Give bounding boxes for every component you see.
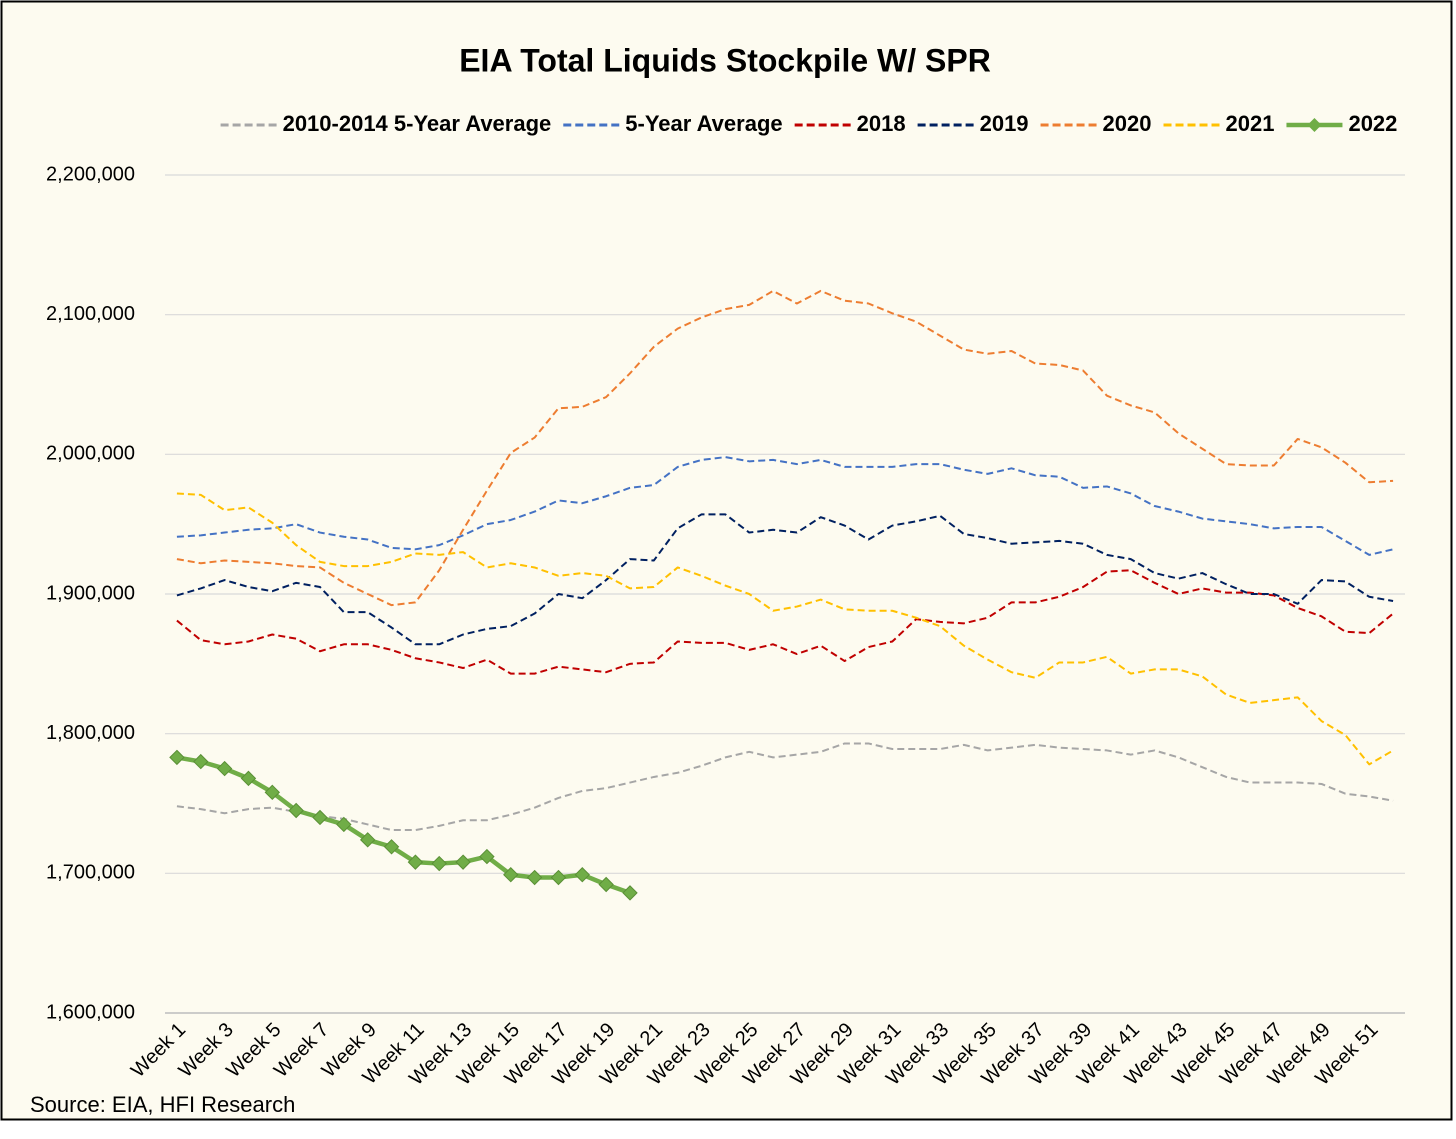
y-tick-label: 2,000,000 xyxy=(46,443,135,465)
series-line xyxy=(176,513,1394,646)
data-point xyxy=(264,784,281,801)
y-tick-label: 2,200,000 xyxy=(46,163,135,185)
legend-label: 2022 xyxy=(1348,111,1397,136)
y-tick-label: 1,900,000 xyxy=(46,582,135,604)
y-tick-label: 1,800,000 xyxy=(46,722,135,744)
data-point xyxy=(193,753,209,770)
data-point xyxy=(550,869,567,886)
data-point xyxy=(455,854,471,870)
data-point xyxy=(216,760,233,777)
data-point xyxy=(288,802,304,819)
y-tick-label: 2,100,000 xyxy=(46,303,135,325)
series-line xyxy=(176,742,1394,832)
legend-marker xyxy=(1307,118,1322,132)
data-point xyxy=(503,867,519,883)
series-line xyxy=(176,569,1394,675)
data-point xyxy=(431,855,447,872)
data-point xyxy=(574,867,591,883)
y-tick-label: 1,600,000 xyxy=(46,1001,135,1023)
series-line xyxy=(176,289,1394,607)
chart-title: EIA Total Liquids Stockpile W/ SPR xyxy=(459,42,991,78)
y-tick-label: 1,700,000 xyxy=(46,862,135,884)
source-note: Source: EIA, HFI Research xyxy=(30,1092,295,1117)
data-point xyxy=(240,770,257,787)
data-point xyxy=(336,816,352,833)
data-point xyxy=(622,885,638,901)
legend-label: 2010-2014 5-Year Average xyxy=(283,111,552,136)
data-point xyxy=(479,848,495,865)
series-line xyxy=(176,492,1394,766)
data-point xyxy=(407,854,424,870)
legend-label: 2020 xyxy=(1103,111,1152,136)
data-point xyxy=(383,839,400,855)
data-point xyxy=(169,749,185,766)
data-point xyxy=(526,869,543,886)
legend-label: 2019 xyxy=(980,111,1029,136)
legend-label: 2018 xyxy=(857,111,906,136)
series-line xyxy=(176,456,1394,556)
data-point xyxy=(312,809,328,826)
legend-label: 5-Year Average xyxy=(625,111,782,136)
legend-label: 2021 xyxy=(1226,111,1275,136)
data-point xyxy=(359,832,376,848)
data-point xyxy=(598,876,614,893)
